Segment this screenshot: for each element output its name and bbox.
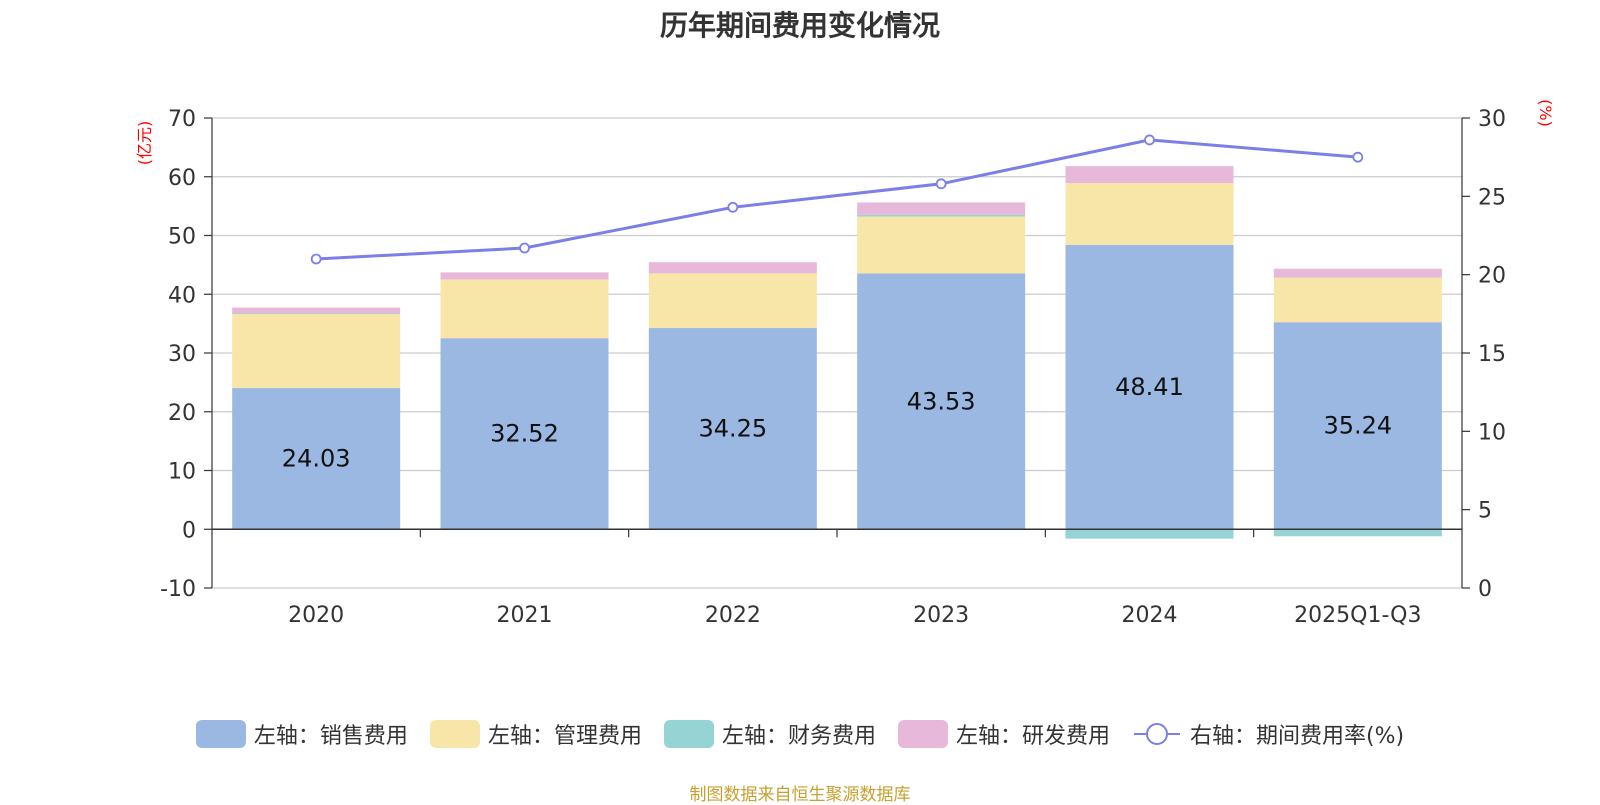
bar-segment (232, 388, 401, 530)
left-axis-tick-label: 50 (168, 225, 196, 250)
right-axis-tick-label: 10 (1478, 420, 1506, 445)
bar-segment (440, 279, 609, 339)
right-axis-tick-label: 30 (1478, 107, 1506, 132)
bar-segment (232, 307, 401, 314)
rate-line (316, 138, 1358, 261)
legend-item[interactable]: 左轴：财务费用 (663, 718, 876, 750)
bar-segment (648, 262, 817, 274)
right-axis-tick-label: 20 (1478, 264, 1506, 289)
right-axis-tick-label: 0 (1478, 577, 1492, 602)
right-axis-tick-label: 15 (1478, 342, 1506, 367)
bar-segment (1273, 529, 1442, 537)
bar-value-label: 34.25 (698, 415, 767, 443)
legend-item[interactable]: 右轴：期间费用率(%) (1132, 718, 1404, 750)
legend-item[interactable]: 左轴：销售费用 (195, 718, 408, 750)
legend-label: 左轴：研发费用 (955, 724, 1110, 749)
bar-segment (857, 214, 1026, 217)
left-axis-tick-label: 30 (168, 342, 196, 367)
bar-segment (648, 328, 817, 530)
rate-point (310, 253, 322, 265)
rate-point (1352, 151, 1364, 163)
left-axis-tick-label: 60 (168, 166, 196, 191)
bar-segment (232, 314, 401, 389)
rate-point (727, 201, 739, 213)
rate-point (1144, 134, 1155, 146)
right-axis-tick-label: 25 (1478, 185, 1506, 210)
x-axis-tick-label: 2021 (497, 603, 553, 628)
bar-segment (1065, 529, 1234, 539)
bar-segment (1065, 166, 1234, 184)
left-axis-tick-label: 0 (182, 518, 196, 543)
bar-segment (857, 273, 1026, 530)
bar-segment (857, 202, 1026, 215)
legend-swatch (429, 720, 480, 748)
chart-legend: 左轴：销售费用 左轴：管理费用 左轴：财务费用 左轴：研发费用 右轴：期间费用率(%) (0, 718, 1600, 750)
legend-item[interactable]: 左轴：管理费用 (429, 718, 642, 750)
x-axis-tick-label: 2020 (288, 603, 344, 628)
x-axis-tick-label: 2025Q1-Q3 (1294, 603, 1421, 628)
bar-value-label: 48.41 (1115, 373, 1184, 401)
legend-line-marker-icon (1133, 723, 1180, 745)
left-axis-tick-label: 70 (168, 107, 196, 132)
bar-value-label: 43.53 (907, 387, 976, 415)
x-axis-tick-label: 2022 (705, 603, 761, 628)
bar-segment (232, 313, 401, 315)
bar-segment (1273, 268, 1442, 278)
left-axis-tick-label: -10 (160, 577, 196, 602)
bar-segment (857, 216, 1026, 274)
chart-canvas: 706050403020100-10302520151050(亿元)(%)24.… (135, 99, 1555, 628)
legend-swatch (897, 720, 948, 748)
legend-label: 左轴：财务费用 (721, 724, 876, 749)
legend-swatch (195, 720, 246, 748)
legend-swatch (663, 720, 714, 748)
bar-value-label: 32.52 (490, 420, 559, 448)
bar-value-label: 35.24 (1323, 412, 1392, 440)
left-axis-unit: (亿元) (135, 121, 154, 166)
right-axis-tick-label: 5 (1478, 499, 1492, 524)
legend-label: 右轴：期间费用率(%) (1189, 724, 1405, 749)
chart-title: 历年期间费用变化情况 (659, 9, 940, 42)
bar-segment (1273, 277, 1442, 323)
bar-segment (1065, 183, 1234, 245)
x-axis-tick-label: 2023 (913, 603, 969, 628)
bar-segment (440, 272, 609, 280)
left-axis-tick-label: 40 (168, 283, 196, 308)
bar-segment (1273, 322, 1442, 530)
legend-label: 左轴：管理费用 (487, 724, 642, 749)
rate-point (935, 178, 947, 190)
bar-value-label: 24.03 (282, 445, 351, 473)
data-source-note: 制图数据来自恒生聚源数据库 (689, 785, 911, 805)
legend-label: 左轴：销售费用 (253, 724, 408, 749)
x-axis-tick-label: 2024 (1122, 603, 1178, 628)
left-axis-tick-label: 20 (168, 401, 196, 426)
legend-item[interactable]: 左轴：研发费用 (897, 718, 1110, 750)
rate-point (519, 242, 530, 254)
left-axis-tick-label: 10 (168, 460, 196, 485)
right-axis-unit: (%) (1536, 99, 1555, 127)
bar-segment (440, 338, 609, 530)
bar-segment (1065, 244, 1234, 530)
bar-segment (648, 273, 817, 329)
